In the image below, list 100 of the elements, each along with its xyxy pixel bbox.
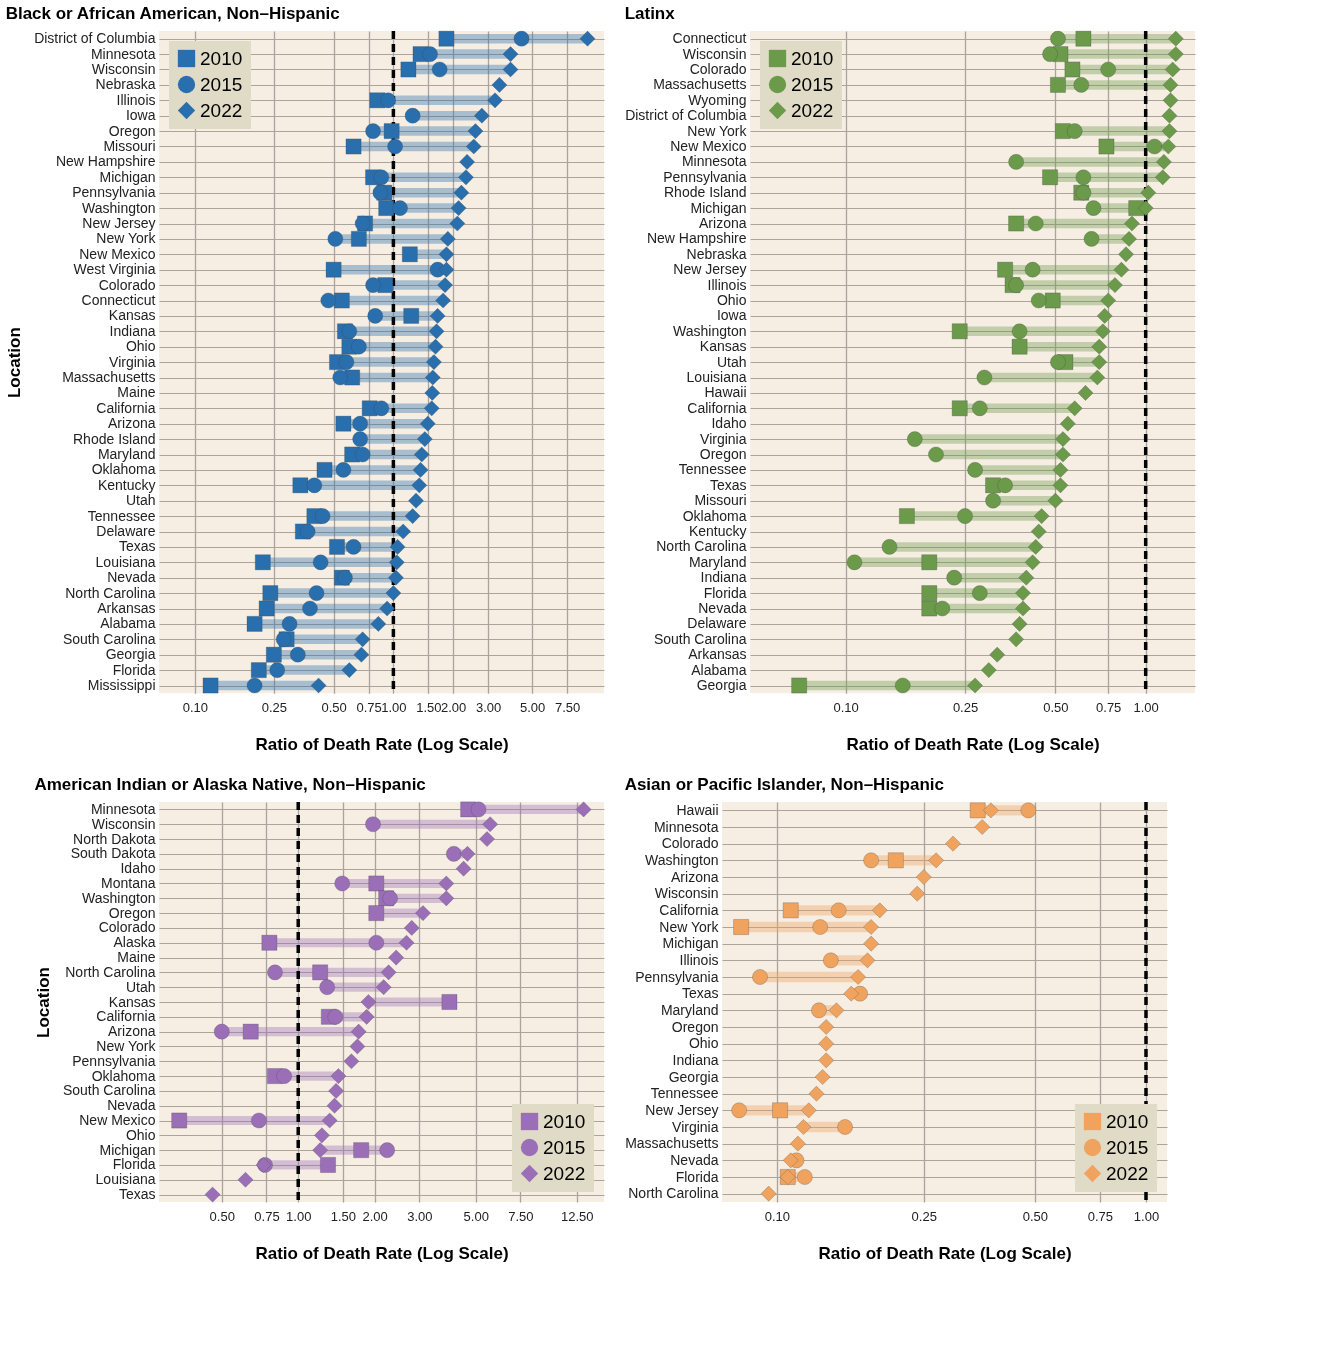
y-tick-label: North Carolina — [628, 1185, 719, 1202]
y-tick-label: New Jersey — [82, 215, 156, 231]
y-tick-label: Alaska — [113, 934, 156, 951]
x-tick-label: 0.10 — [182, 699, 208, 715]
y-tick-label: New Jersey — [645, 1101, 719, 1118]
y-tick-label: Delaware — [96, 523, 156, 539]
y-tick-label: North Dakota — [73, 830, 156, 847]
y-tick-label: Georgia — [105, 646, 156, 663]
x-tick-label: 7.50 — [554, 699, 581, 715]
y-tick-label: Tennessee — [650, 1085, 719, 1102]
x-tick-label: 12.50 — [561, 1208, 594, 1224]
y-tick-label: Michigan — [99, 1141, 156, 1158]
y-tick-label: Montana — [101, 874, 156, 891]
y-tick-label: Maryland — [660, 1001, 719, 1018]
y-tick-label: Tennessee — [678, 461, 747, 478]
y-tick-label: New Mexico — [79, 1112, 156, 1129]
y-tick-label: California — [96, 1008, 156, 1025]
y-tick-label: Texas — [118, 538, 156, 555]
y-tick-label: Michigan — [662, 935, 719, 952]
y-tick-label: Minnesota — [90, 800, 156, 817]
y-tick-label: Utah — [125, 492, 156, 509]
y-tick-label: Nevada — [107, 1097, 156, 1114]
x-axis-title: Ratio of Death Rate (Log Scale) — [846, 734, 1100, 754]
y-tick-label: New York — [659, 918, 720, 935]
y-tick-label: Massachusetts — [653, 76, 747, 93]
x-tick-label: 0.50 — [209, 1208, 235, 1224]
y-tick-label: Idaho — [120, 860, 156, 877]
y-tick-label: Missouri — [694, 492, 747, 509]
y-tick-label: South Carolina — [62, 1082, 156, 1099]
y-tick-label: Oregon — [671, 1018, 719, 1035]
y-tick-label: Texas — [681, 985, 719, 1002]
y-tick-label: District of Columbia — [625, 107, 747, 124]
y-tick-label: Wisconsin — [91, 61, 156, 77]
y-tick-label: Michigan — [99, 168, 156, 185]
y-tick-label: Arkansas — [97, 600, 156, 616]
y-tick-label: Rhode Island — [72, 430, 156, 447]
y-tick-label: Oklahoma — [682, 507, 747, 524]
x-tick-label: 1.00 — [381, 699, 407, 715]
y-tick-label: New York — [687, 122, 748, 139]
y-tick-label: Alabama — [691, 661, 747, 678]
y-tick-label: Washington — [82, 199, 156, 216]
y-tick-label: Maine — [117, 949, 156, 966]
y-tick-label: Colorado — [661, 835, 719, 852]
y-tick-label: Arizona — [699, 215, 747, 231]
legend-label: 2022 — [791, 99, 834, 121]
x-tick-label: 7.50 — [508, 1208, 534, 1224]
y-tick-label: New Mexico — [79, 245, 156, 262]
y-tick-label: Indiana — [672, 1051, 719, 1068]
y-tick-label: Pennsylvania — [663, 168, 747, 185]
y-tick-label: Indiana — [109, 322, 156, 339]
x-tick-label: 0.50 — [321, 699, 347, 715]
x-axis-title: Ratio of Death Rate (Log Scale) — [818, 1243, 1072, 1263]
y-tick-label: Ohio — [716, 292, 747, 308]
x-tick-label: 0.10 — [764, 1208, 791, 1224]
y-tick-label: Illinois — [679, 951, 719, 968]
y-tick-label: Texas — [118, 1186, 156, 1203]
y-tick-label: Rhode Island — [663, 184, 747, 201]
y-tick-label: South Dakota — [70, 845, 156, 862]
legend-label: 2015 — [1106, 1136, 1149, 1158]
y-tick-label: Virginia — [672, 1118, 719, 1135]
y-tick-label: Georgia — [668, 1068, 719, 1085]
chart-title: Black or African American, Non–Hispanic — [5, 4, 340, 24]
y-tick-label: Florida — [703, 584, 747, 601]
y-tick-label: New Mexico — [670, 138, 747, 154]
y-tick-label: South Carolina — [62, 630, 156, 647]
legend-label: 2022 — [1106, 1162, 1149, 1184]
y-tick-label: Minnesota — [90, 45, 156, 62]
y-tick-label: Nevada — [698, 600, 747, 616]
x-tick-label: 1.00 — [286, 1208, 312, 1224]
y-tick-label: North Carolina — [65, 963, 156, 980]
y-tick-label: Arizona — [671, 868, 719, 885]
y-tick-label: Nevada — [107, 569, 156, 586]
y-tick-label: Michigan — [690, 199, 747, 216]
x-tick-label: 2.00 — [362, 1208, 388, 1224]
y-tick-label: Virginia — [700, 430, 747, 447]
y-tick-label: Oklahoma — [91, 461, 156, 478]
y-axis-title: Location — [5, 327, 25, 399]
y-tick-label: Connecticut — [672, 30, 747, 47]
y-tick-label: Hawaii — [704, 384, 747, 401]
y-tick-label: Colorado — [689, 61, 747, 77]
y-tick-label: Louisiana — [95, 553, 156, 570]
x-tick-label: 0.75 — [356, 699, 382, 715]
y-tick-label: Alabama — [100, 615, 156, 632]
y-tick-label: Pennsylvania — [635, 968, 719, 985]
y-tick-label: Pennsylvania — [72, 1052, 156, 1069]
y-tick-label: Florida — [675, 1168, 719, 1185]
y-tick-label: Arkansas — [688, 646, 747, 663]
x-tick-label: 0.75 — [1087, 1208, 1114, 1224]
y-tick-label: Nevada — [670, 1151, 719, 1168]
y-tick-label: Delaware — [687, 615, 747, 632]
y-tick-label: Kentucky — [688, 523, 747, 539]
y-tick-label: Arizona — [108, 1023, 156, 1040]
y-tick-label: Washington — [673, 322, 747, 339]
y-tick-label: Massachusetts — [62, 369, 156, 385]
y-tick-label: Oregon — [108, 122, 156, 139]
y-tick-label: California — [687, 399, 747, 416]
x-tick-label: 5.00 — [520, 699, 546, 715]
chart-title: Asian or Pacific Islander, Non–Hispanic — [624, 775, 944, 795]
y-tick-label: Connecticut — [81, 292, 156, 308]
y-tick-label: Wisconsin — [91, 815, 156, 832]
